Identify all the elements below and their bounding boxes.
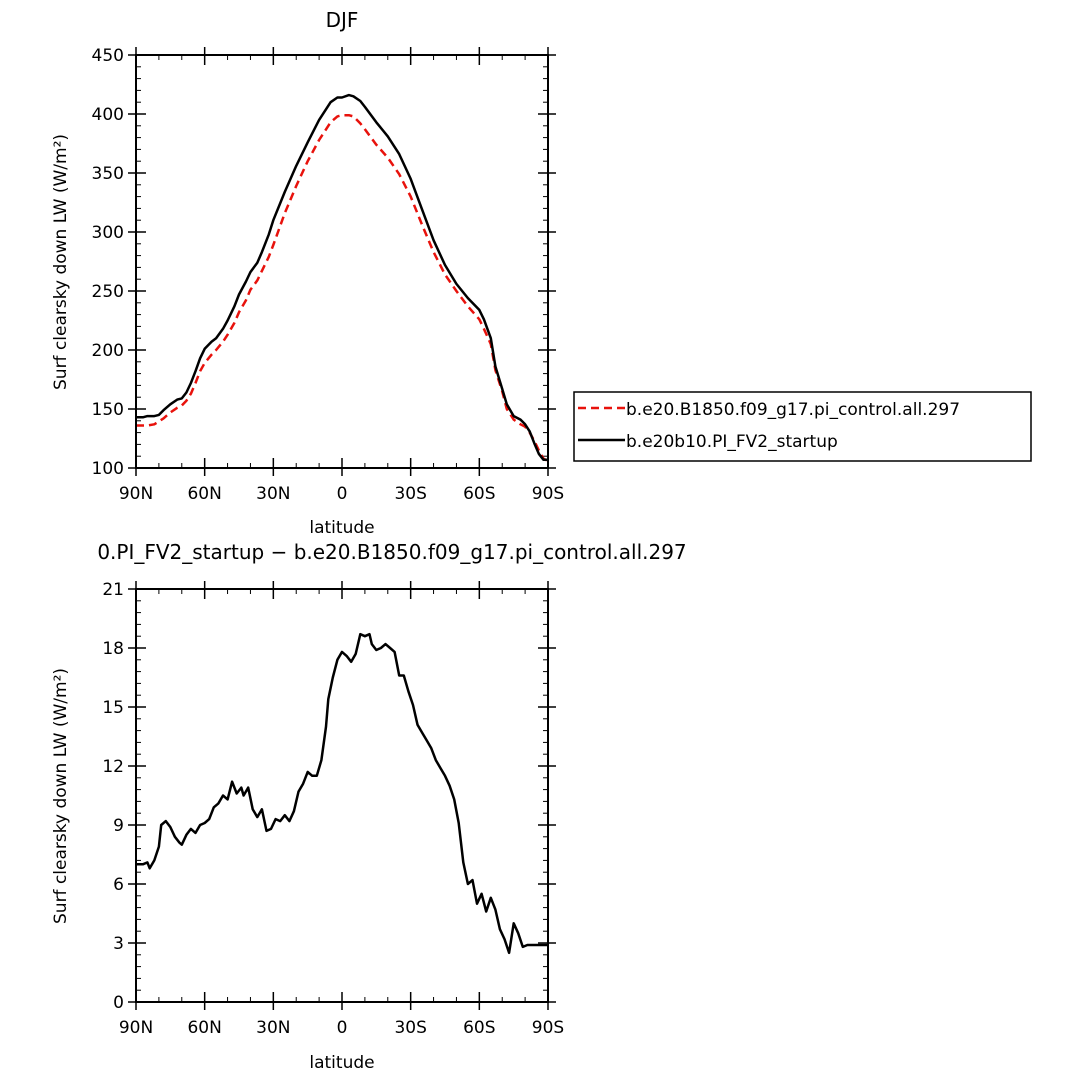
chart-title: DJF	[326, 8, 359, 32]
y-tick-label: 9	[113, 816, 124, 836]
plot-frame	[135, 54, 549, 469]
series-line-2	[136, 93, 548, 461]
plot-frame	[135, 588, 549, 1003]
x-tick-label: 90S	[532, 484, 564, 504]
x-tick-label: 90N	[119, 484, 153, 504]
x-tick-label: 60N	[187, 1018, 221, 1038]
y-tick-label: 200	[92, 341, 124, 361]
x-tick-label: 60N	[187, 484, 221, 504]
y-tick-label: 6	[113, 875, 124, 895]
x-tick-label: 0	[337, 484, 348, 504]
y-tick-label: 300	[92, 223, 124, 243]
x-tick-label: 30N	[256, 1018, 290, 1038]
legend-label-control: b.e20.B1850.f09_g17.pi_control.all.297	[626, 400, 960, 420]
chart-title: 0.PI_FV2_startup − b.e20.B1850.f09_g17.p…	[97, 540, 686, 564]
y-tick-label: 0	[113, 993, 124, 1013]
x-axis-label: latitude	[309, 1053, 374, 1073]
y-tick-label: 3	[113, 934, 124, 954]
chart-difference: 0.PI_FV2_startup − b.e20.B1850.f09_g17.p…	[51, 540, 687, 1073]
x-tick-label: 60S	[463, 484, 495, 504]
legend: b.e20.B1850.f09_g17.pi_control.all.297 b…	[573, 391, 1032, 462]
x-tick-label: 30S	[394, 484, 426, 504]
legend-label-startup: b.e20b10.PI_FV2_startup	[626, 432, 838, 452]
y-tick-label: 100	[92, 459, 124, 479]
x-tick-label: 90N	[119, 1018, 153, 1038]
x-tick-label: 30S	[394, 1018, 426, 1038]
y-tick-label: 15	[102, 698, 124, 718]
y-axis-label: Surf clearsky down LW (W/m²)	[51, 134, 71, 390]
x-tick-label: 30N	[256, 484, 290, 504]
y-tick-label: 250	[92, 282, 124, 302]
chart-marks: 0 3 6 9 12 15 18 21 90N 60N 30N 0 30S 60S 90S	[102, 580, 564, 1038]
y-tick-label: 450	[92, 46, 124, 66]
series-line-1	[136, 632, 548, 955]
legend-box	[573, 391, 1032, 462]
y-axis-label: Surf clearsky down LW (W/m²)	[51, 668, 71, 924]
x-tick-label: 90S	[532, 1018, 564, 1038]
y-tick-label: 350	[92, 164, 124, 184]
y-tick-label: 12	[102, 757, 124, 777]
y-tick-label: 18	[102, 639, 124, 659]
x-tick-label: 60S	[463, 1018, 495, 1038]
x-tick-label: 0	[337, 1018, 348, 1038]
y-tick-label: 21	[102, 580, 124, 600]
y-tick-label: 150	[92, 400, 124, 420]
chart-djf: DJF 100 150 200 250 300 350 400 450 90N 60N 30N 0 30…	[51, 8, 1032, 538]
x-axis-label: latitude	[309, 518, 374, 538]
series-line-1	[136, 113, 549, 463]
chart-marks: 100 150 200 250 300 350 400 450 90N 60N 30N 0 30S 60S…	[92, 46, 565, 504]
y-tick-label: 400	[92, 105, 124, 125]
